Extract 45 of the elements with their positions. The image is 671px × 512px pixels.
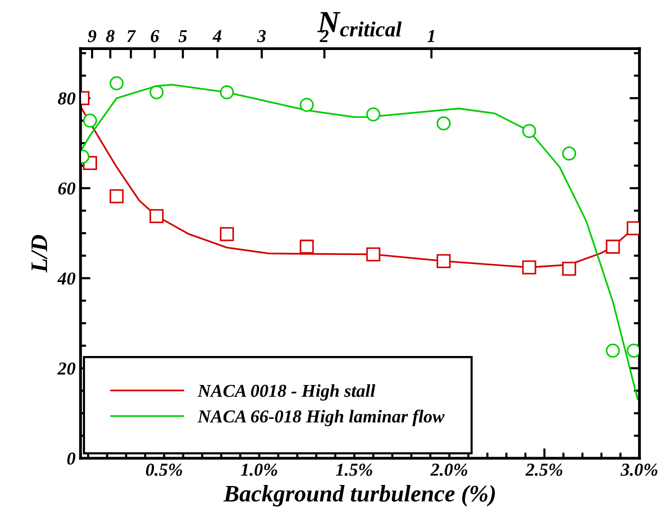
y-tick-label: 20 [57, 362, 76, 375]
x-axis-title: Background turbulence (%) [223, 485, 495, 506]
point [110, 76, 124, 90]
x-tick-label: 1.5% [336, 464, 372, 476]
point [150, 209, 164, 224]
point [562, 262, 576, 276]
point [522, 260, 536, 274]
point [220, 227, 234, 242]
point [83, 114, 98, 128]
point [436, 254, 451, 268]
point [626, 221, 640, 236]
point [606, 240, 620, 254]
x2-tick-label: 3 [257, 30, 266, 42]
point [522, 124, 536, 138]
x2-tick-label: 4 [212, 30, 222, 42]
y-tick-label: 40 [57, 272, 76, 285]
point [110, 189, 124, 204]
point [300, 98, 314, 112]
point [220, 85, 234, 100]
x2-tick-label: 8 [106, 30, 115, 42]
x-tick-label: 0.5% [146, 464, 182, 476]
y-tick-label: 60 [58, 182, 76, 195]
x2-tick-label: 6 [150, 30, 160, 42]
line-series [80, 84, 638, 400]
x-tick-label: 2.5% [525, 464, 562, 476]
legend-label: NACA 66-018 High laminar flow [198, 410, 445, 426]
y-axis-title: L/D [31, 234, 48, 273]
point [626, 344, 640, 358]
x2-tick-label: 5 [178, 30, 187, 42]
legend-label: NACA 0018 - High stall [198, 384, 376, 401]
point [366, 107, 380, 122]
point [436, 116, 451, 130]
point [366, 247, 380, 262]
x-tick-label: 3.0% [620, 464, 658, 476]
y-tick-label: 80 [58, 92, 76, 105]
y-tick-label: 0 [67, 452, 76, 465]
x2-tick-label: 1 [427, 30, 434, 42]
x-tick-label: 1.0% [240, 464, 278, 476]
point [300, 240, 314, 254]
x2-tick-label: 9 [88, 30, 96, 42]
x-tick-label: 2.0% [430, 464, 468, 476]
point [606, 344, 620, 358]
point [562, 146, 576, 161]
point [150, 85, 164, 100]
x2-tick-label: 7 [127, 30, 136, 42]
